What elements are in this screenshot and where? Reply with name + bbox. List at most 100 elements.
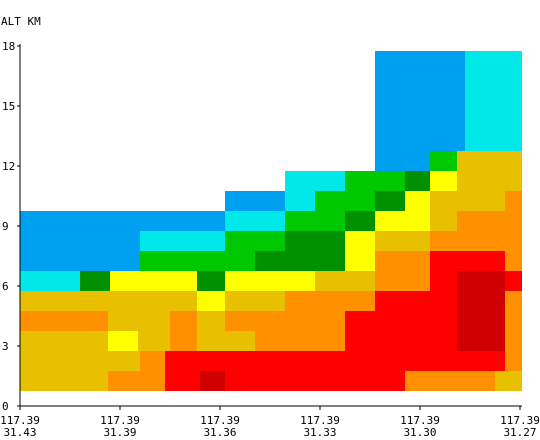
heatmap-cell [225, 371, 405, 391]
heatmap-cell [345, 231, 375, 251]
heatmap-cell [285, 191, 315, 211]
heatmap-cell [225, 211, 285, 231]
heatmap-cell [140, 211, 225, 231]
heatmap-cell [430, 171, 457, 191]
heatmap-cell [505, 291, 522, 311]
heatmap-cell [430, 191, 457, 211]
x-tick-label-lat: 31.36 [203, 426, 236, 439]
heatmap-cell [200, 371, 225, 391]
heatmap-cell [375, 151, 430, 171]
heatmap-cell [457, 191, 505, 211]
heatmap-cell [457, 211, 522, 231]
heatmap-cell [495, 371, 522, 391]
heatmap-cell [430, 251, 505, 271]
heatmap-cell [165, 351, 505, 371]
heatmap-cell [225, 291, 285, 311]
heatmap-cell [375, 231, 430, 251]
heatmap-cell [345, 211, 375, 231]
heatmap-cell [197, 271, 225, 291]
heatmap-cell [108, 311, 170, 331]
y-tick-label: 18 [2, 40, 15, 53]
heatmap-cell [197, 311, 225, 331]
heatmap-cell [375, 271, 430, 291]
x-tick-label-lat: 31.27 [503, 426, 536, 439]
heatmap-cell [430, 151, 457, 171]
x-tick-label-lon: 117.39 [0, 414, 40, 427]
heatmap-cell [505, 271, 522, 291]
y-tick-label: 6 [2, 280, 9, 293]
heatmap-cell [225, 271, 315, 291]
heatmap-cell [285, 171, 345, 191]
heatmap-cell [225, 191, 285, 211]
heatmap-cell [505, 331, 522, 351]
heatmap-cell [285, 211, 345, 231]
heatmap-cell [225, 311, 345, 331]
heatmap-cell [430, 211, 457, 231]
heatmap-cell [457, 271, 505, 291]
heatmap-cell [140, 231, 225, 251]
y-tick-label: 15 [2, 100, 15, 113]
heatmap-cell [20, 371, 108, 391]
heatmap-cell [197, 291, 225, 311]
heatmap-cell [170, 311, 197, 331]
x-tick-label-lat: 31.33 [303, 426, 336, 439]
heatmap-cell [457, 311, 505, 331]
heatmap-cell [405, 371, 495, 391]
heatmap-cell [315, 271, 375, 291]
y-tick-label: 9 [2, 220, 9, 233]
heatmap-cell [375, 211, 430, 231]
heatmap-cell [315, 191, 375, 211]
y-axis-title: ALT KM [1, 15, 41, 28]
x-tick-label-lon: 117.39 [400, 414, 440, 427]
x-tick-labels: 117.3931.43117.3931.39117.3931.36117.393… [0, 414, 540, 439]
heatmap-cell [170, 331, 197, 351]
heatmap-cell [108, 331, 138, 351]
heatmap-cell [108, 371, 165, 391]
heatmap-cell [400, 331, 457, 351]
heatmap-cell [255, 331, 345, 351]
y-tick-label: 3 [2, 340, 9, 353]
heatmap-cell [20, 211, 140, 271]
heatmap-cell [345, 331, 400, 351]
heatmap-cell [20, 291, 197, 311]
heatmap-cell [505, 311, 522, 331]
heatmap-cell [430, 231, 522, 251]
heatmap-cell [20, 351, 140, 371]
x-tick-label-lon: 117.39 [200, 414, 240, 427]
heatmap-cell [375, 251, 430, 271]
heatmap-cell [465, 51, 522, 151]
x-tick-label-lat: 31.39 [103, 426, 136, 439]
x-tick-label-lat: 31.30 [403, 426, 436, 439]
heatmap-cell [197, 331, 255, 351]
heatmap-cell [430, 271, 457, 291]
x-tick-label-lon: 117.39 [100, 414, 140, 427]
y-tick-labels: 0 3 6 9 12 15 18 [2, 40, 15, 413]
heatmap-cell [405, 171, 430, 191]
heatmap-cell [165, 371, 200, 391]
x-tick-label-lat: 31.43 [3, 426, 36, 439]
heatmap-cell [285, 291, 375, 311]
y-tick-label: 12 [2, 160, 15, 173]
heatmap-cell [505, 351, 522, 371]
heatmap-cell [457, 151, 522, 171]
x-tick-label-lon: 117.39 [300, 414, 340, 427]
heatmap-cell [20, 311, 108, 331]
heatmap-cell [345, 251, 375, 271]
heatmap-cell [255, 251, 345, 271]
heatmap-cells [20, 51, 522, 391]
heatmap-cell [20, 271, 80, 291]
heatmap-cell [20, 331, 108, 351]
heatmap-cell [225, 231, 285, 251]
heatmap-cell [430, 291, 457, 311]
heatmap-cell [505, 191, 522, 211]
tick-marks [17, 45, 521, 410]
y-tick-label: 0 [2, 400, 9, 413]
heatmap-cell [285, 231, 345, 251]
heatmap-cell [405, 191, 430, 211]
heatmap-cell [138, 331, 170, 351]
heatmap-cell [345, 171, 405, 191]
heatmap-cell [140, 351, 165, 371]
heatmap-cell [375, 291, 430, 311]
heatmap-cell [80, 271, 110, 291]
